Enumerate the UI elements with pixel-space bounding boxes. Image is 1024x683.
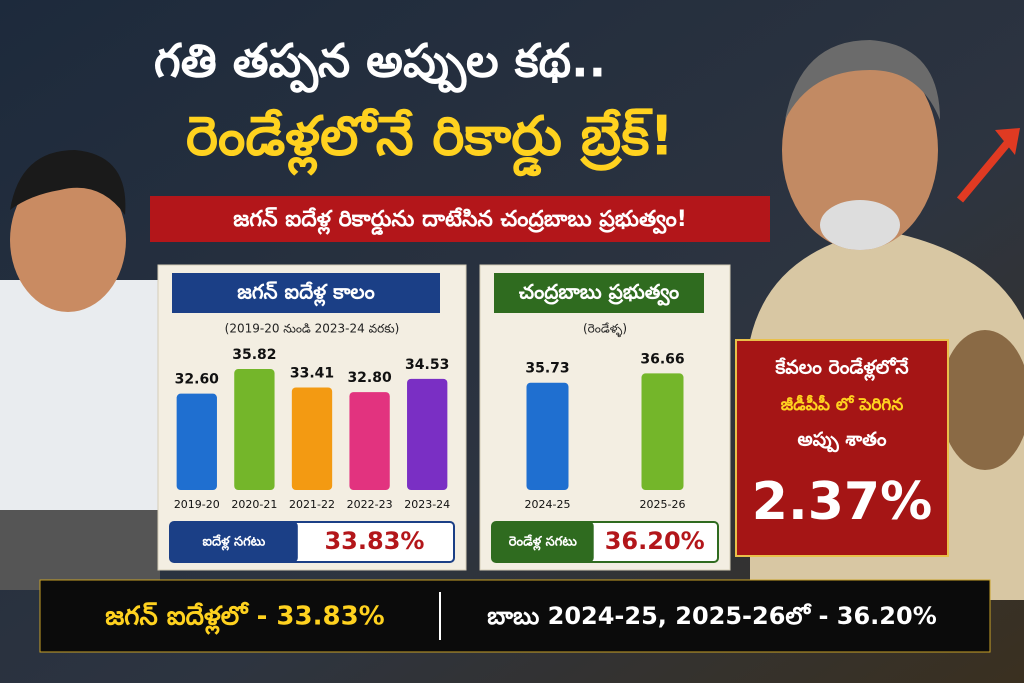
subtitle: జగన్ ఐదేళ్ల రికార్డును దాటేసిన చంద్రబాబు… <box>233 207 687 235</box>
bar <box>349 392 390 490</box>
average-value: 33.83% <box>324 527 424 555</box>
panel-title: చంద్రబాబు ప్రభుత్వం <box>519 280 679 307</box>
panel-subtitle: (రెండేళ్ళ) <box>583 322 627 338</box>
bar <box>176 393 217 490</box>
value-label: 35.82 <box>232 347 276 363</box>
charts: జగన్ ఐదేళ్ల కాలం (2019-20 నుండి 2023-24 వ… <box>157 264 731 571</box>
category-label: 2019-20 <box>174 498 220 511</box>
left-person <box>0 150 160 590</box>
panel-subtitle: (2019-20 నుండి 2023-24 వరకు) <box>225 322 400 336</box>
value-label: 32.80 <box>347 370 392 386</box>
panel-title-banner <box>172 273 440 313</box>
value-label: 34.53 <box>405 357 449 373</box>
bar <box>234 369 275 490</box>
category-label: 2022-23 <box>347 498 393 511</box>
panel-title: జగన్ ఐదేళ్ల కాలం <box>237 280 374 307</box>
panel-title-banner <box>494 273 704 313</box>
value-label: 35.73 <box>525 361 569 377</box>
footer-right: బాబు 2024-25, 2025-26లో - 36.20% <box>487 602 937 630</box>
bar <box>641 373 684 490</box>
footer-left: జగన్ ఐదేళ్లలో - 33.83% <box>105 602 384 636</box>
average-label: రెండేళ్ల సగటు <box>509 534 578 552</box>
footer-band <box>39 579 991 653</box>
value-label: 32.60 <box>175 372 220 388</box>
badge-line3: అప్పు శాతం <box>797 429 886 453</box>
category-label: 2025-26 <box>640 498 686 511</box>
badge-value: 2.37% <box>752 472 932 532</box>
category-label: 2021-22 <box>289 498 335 511</box>
bar <box>291 387 333 490</box>
category-label: 2023-24 <box>404 498 450 511</box>
badge <box>735 339 949 557</box>
category-label: 2024-25 <box>525 498 571 511</box>
average-label: ఐదేళ్ల సగటు <box>203 534 266 552</box>
subtitle-banner <box>150 196 770 242</box>
panel <box>479 264 731 571</box>
badge-line1: కేవలం రెండేళ్లలోనే <box>774 357 909 382</box>
value-label: 36.66 <box>640 351 684 367</box>
average-label-bg <box>492 522 594 562</box>
bar <box>407 378 448 490</box>
title-line2: రెండేళ్లలోనే రికార్డు బ్రేక్! <box>186 105 674 177</box>
bar <box>526 382 569 490</box>
average-value: 36.20% <box>605 527 705 555</box>
title-line1: గతి తప్పన అప్పుల కథ.. <box>154 34 606 94</box>
category-label: 2020-21 <box>231 498 277 511</box>
value-label: 33.41 <box>290 365 334 381</box>
average-label-bg <box>170 522 298 562</box>
badge-line2: జీడీపీపీ లో పెరిగిన <box>781 394 904 415</box>
